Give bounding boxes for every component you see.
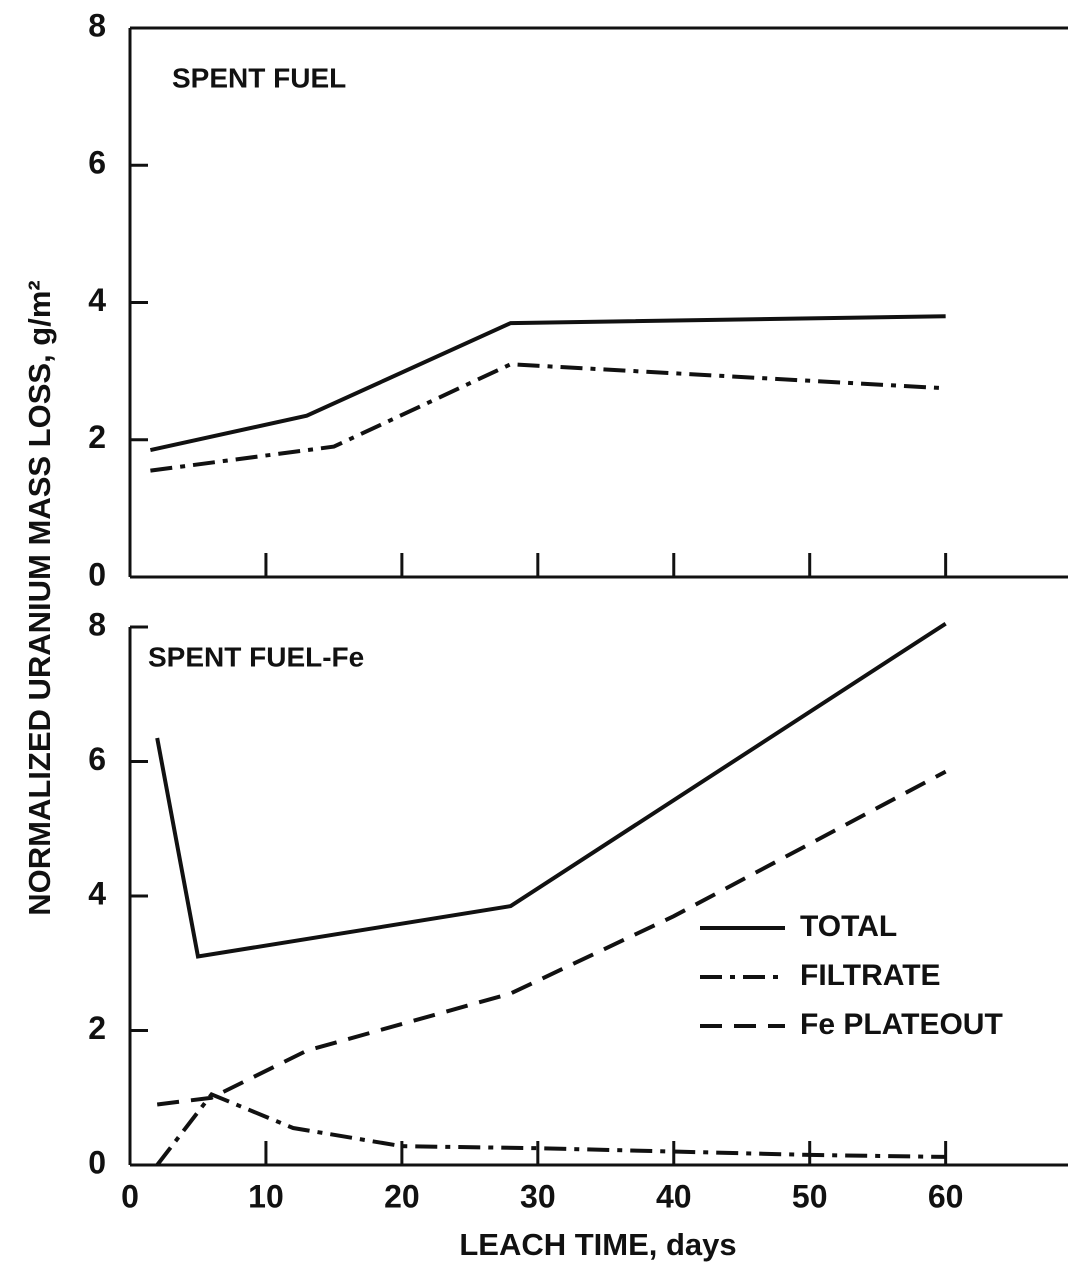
y-tick-label: 4 bbox=[88, 875, 106, 911]
x-tick-label: 50 bbox=[792, 1178, 828, 1214]
series-line bbox=[155, 621, 947, 959]
y-tick-label: 2 bbox=[88, 419, 106, 455]
series-line bbox=[156, 769, 947, 1107]
y-tick-label: 6 bbox=[88, 145, 106, 181]
y-tick-label: 8 bbox=[88, 606, 106, 642]
y-tick-label: 0 bbox=[88, 556, 106, 592]
panel-title: SPENT FUEL bbox=[172, 62, 346, 93]
x-tick-label: 40 bbox=[656, 1178, 692, 1214]
x-axis-label: LEACH TIME, days bbox=[459, 1227, 736, 1262]
x-tick-label: 0 bbox=[121, 1178, 139, 1214]
legend-label: Fe PLATEOUT bbox=[800, 1008, 1003, 1041]
series-line bbox=[150, 362, 946, 473]
x-tick-label: 20 bbox=[384, 1178, 420, 1214]
y-tick-label: 8 bbox=[88, 7, 106, 43]
x-tick-label: 10 bbox=[248, 1178, 284, 1214]
x-tick-label: 60 bbox=[928, 1178, 964, 1214]
y-tick-label: 4 bbox=[88, 282, 106, 318]
legend-label: TOTAL bbox=[800, 910, 897, 943]
panel-title: SPENT FUEL-Fe bbox=[148, 641, 364, 672]
series-line bbox=[155, 1091, 946, 1167]
y-tick-label: 0 bbox=[88, 1144, 106, 1180]
y-tick-label: 2 bbox=[88, 1010, 106, 1046]
x-tick-label: 30 bbox=[520, 1178, 556, 1214]
legend-label: FILTRATE bbox=[800, 959, 941, 992]
series-line bbox=[149, 314, 946, 452]
y-tick-label: 6 bbox=[88, 741, 106, 777]
y-axis-label: NORMALIZED URANIUM MASS LOSS, g/m² bbox=[22, 280, 57, 916]
